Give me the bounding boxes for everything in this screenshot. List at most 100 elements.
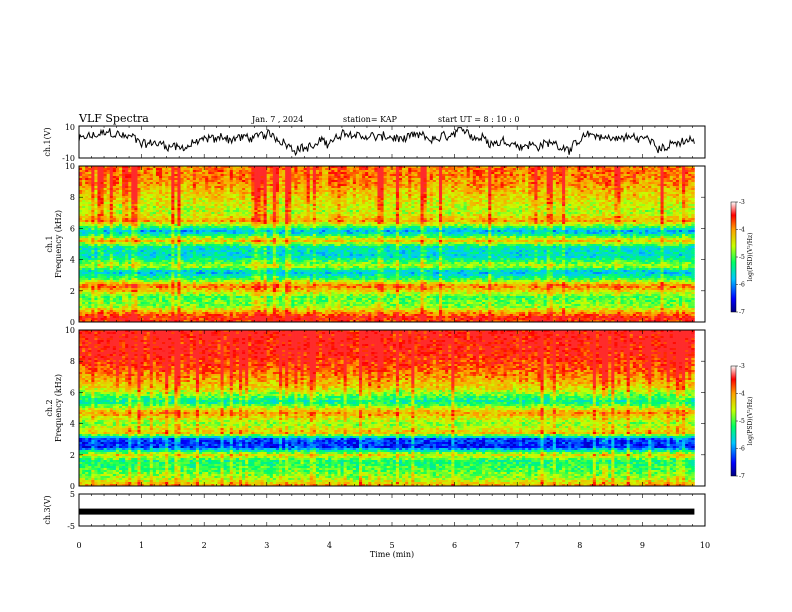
spectrogram-cell (657, 170, 661, 173)
spectrogram-cell (503, 172, 508, 175)
spectrogram-cell (165, 186, 169, 189)
spectrogram-cell (534, 172, 538, 175)
spectrogram-cell (565, 188, 569, 191)
spectrogram-cell (568, 176, 572, 179)
spectrogram-cell (595, 178, 600, 181)
spectrogram-cell (565, 172, 569, 175)
spectrogram-cell (454, 166, 458, 169)
spectrogram-cell (134, 174, 138, 177)
spectrogram-cell (423, 178, 428, 181)
spectrogram-cell (235, 178, 240, 181)
spectrogram-cell (109, 170, 114, 173)
spectrogram-cell (534, 166, 538, 169)
spectrogram-cell (355, 174, 360, 177)
spectrogram-cell (420, 186, 424, 189)
spectrogram-cell (232, 168, 237, 171)
spectrogram-cell (534, 168, 538, 171)
spectrogram-cell (109, 168, 114, 171)
spectrogram-cell (100, 180, 105, 183)
spectrogram-cell (629, 172, 634, 175)
spectrogram-cell (494, 188, 498, 191)
spectrogram-cell (297, 182, 301, 185)
spectrogram-cell (654, 170, 658, 173)
spectrogram-cell (189, 174, 194, 177)
spectrogram-cell (423, 174, 428, 177)
spectrogram-cell (411, 170, 415, 173)
spectrogram-cell (88, 174, 92, 177)
spectrogram-cell (592, 180, 597, 183)
spectrogram-cell (322, 174, 326, 177)
spectrogram-cell (282, 176, 286, 179)
spectrogram-cell (518, 176, 523, 179)
spectrogram-cell (100, 178, 105, 181)
spectrogram-cell (266, 184, 271, 187)
spectrogram-cell (226, 178, 231, 181)
spectrogram-cell (168, 184, 172, 187)
spectrogram-cell (598, 186, 603, 189)
spectrogram-cell (595, 170, 600, 173)
spectrogram-cell (383, 186, 388, 189)
spectrogram-cell (660, 180, 664, 183)
spectrogram-cell (312, 180, 317, 183)
spectrogram-cell (654, 186, 658, 189)
spectrogram-cell (571, 174, 575, 177)
spectrogram-cell (260, 180, 265, 183)
spectrogram-cell (325, 166, 329, 169)
spectrogram-cell (91, 182, 95, 185)
spectrogram-cell (398, 168, 403, 171)
spectrogram-cell (177, 176, 181, 179)
spectrogram-cell (617, 170, 621, 173)
spectrogram-cell (380, 170, 385, 173)
spectrogram-cell (278, 178, 283, 181)
spectrogram-cell (448, 188, 452, 191)
spectrogram-cell (562, 172, 566, 175)
spectrogram-cell (208, 174, 212, 177)
spectrogram-cell (383, 170, 388, 173)
spectrogram-cell (325, 186, 329, 189)
spectrogram-cell (340, 168, 345, 171)
spectrogram-cell (558, 168, 563, 171)
spectrogram-cell (620, 182, 624, 185)
spectrogram-cell (309, 178, 314, 181)
spectrogram-cell (466, 174, 471, 177)
spectrogram-cell (183, 182, 188, 185)
spectrogram-cell (122, 182, 126, 185)
spectrogram-cell (88, 166, 92, 169)
spectrogram-cell (278, 182, 283, 185)
spectrogram-cell (402, 178, 406, 181)
spectrogram-cell (278, 184, 283, 187)
spectrogram-cell (389, 182, 394, 185)
spectrogram-cell (269, 174, 274, 177)
spectrogram-cell (122, 180, 126, 183)
spectrogram-cell (143, 172, 148, 175)
spectrogram-cell (571, 168, 575, 171)
spectrogram-cell (168, 170, 172, 173)
spectrogram-cell (306, 174, 311, 177)
spectrogram-cell (257, 166, 261, 169)
spectrogram-cell (312, 178, 317, 181)
spectrogram-cell (669, 184, 674, 187)
spectrogram-cell (651, 172, 655, 175)
spectrogram-cell (165, 178, 169, 181)
spectrogram-cell (374, 168, 378, 171)
spectrogram-cell (540, 184, 544, 187)
spectrogram-cell (159, 172, 163, 175)
spectrogram-cell (488, 182, 492, 185)
spectrogram-cell (660, 172, 664, 175)
spectrogram-cell (571, 166, 575, 169)
spectrogram-cell (414, 176, 418, 179)
spectrogram-cell (423, 188, 428, 191)
spectrogram-cell (340, 178, 345, 181)
spectrogram-cell (654, 176, 658, 179)
spectrogram-cell (352, 172, 357, 175)
spectrogram-cell (432, 174, 437, 177)
spectrogram-cell (149, 178, 154, 181)
spectrogram-cell (645, 168, 649, 171)
spectrogram-cell (109, 182, 114, 185)
spectrogram-cell (349, 184, 354, 187)
spectrogram-cell (318, 178, 323, 181)
spectrogram-cell (251, 178, 255, 181)
spectrogram-cell (180, 182, 185, 185)
spectrogram-cell (522, 168, 526, 171)
spectrogram-cell (88, 178, 92, 181)
